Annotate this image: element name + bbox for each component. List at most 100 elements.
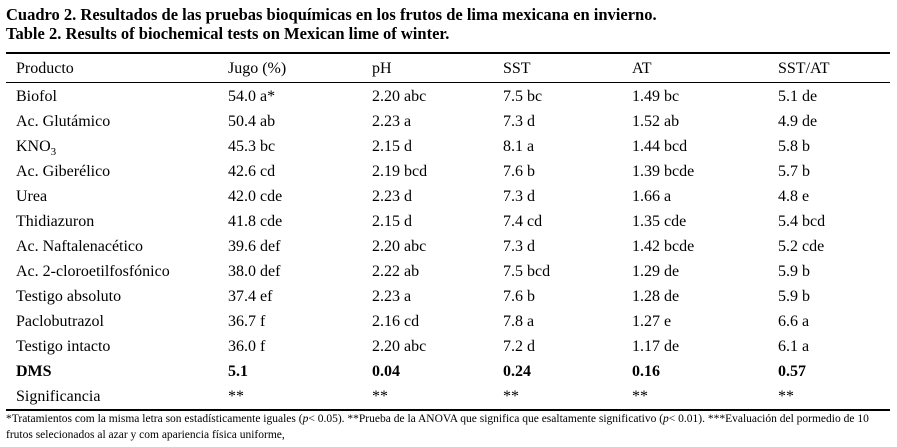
cell-sst: 7.8 a — [503, 313, 535, 330]
cell-jugo: 36.7 f — [228, 313, 266, 330]
table-row: Thidiazuron 41.8 cde 2.15 d 7.4 cd 1.35 cde 5… — [0, 209, 897, 234]
table-caption: Cuadro 2. Resultados de las pruebas bioq… — [6, 5, 657, 43]
cell-ph: 2.16 cd — [372, 313, 420, 330]
cell-ph: 2.22 ab — [372, 263, 420, 280]
table-row: KNO3 45.3 bc 2.15 d 8.1 a 1.44 bcd 5.8 b — [0, 134, 897, 159]
significance-row: Significancia ** ** ** ** ** — [0, 384, 897, 409]
dms-sst-at: 0.57 — [778, 363, 806, 380]
significance-at: ** — [632, 388, 648, 405]
dms-ph: 0.04 — [372, 363, 400, 380]
cell-jugo: 37.4 ef — [228, 288, 273, 305]
cell-ph: 2.23 d — [372, 188, 412, 205]
cell-ph: 2.20 abc — [372, 338, 427, 355]
cell-at: 1.39 bcde — [632, 163, 695, 180]
cell-sst-at: 5.8 b — [778, 138, 810, 155]
table-top-rule — [6, 52, 890, 54]
cell-producto: Urea — [16, 188, 48, 205]
footnote-text-3: < 0.01). ***Evaluación del pormedio de 1… — [6, 413, 869, 441]
cell-sst-at: 5.1 de — [778, 88, 818, 105]
cell-sst-at: 5.2 cde — [778, 238, 825, 255]
cell-producto: Testigo intacto — [16, 338, 111, 355]
table-bottom-rule — [6, 409, 890, 411]
cell-jugo: 39.6 def — [228, 238, 281, 255]
header-producto: Producto — [16, 60, 74, 77]
cell-ph: 2.15 d — [372, 213, 412, 230]
dms-at: 0.16 — [632, 363, 660, 380]
significance-label: Significancia — [16, 388, 101, 405]
cell-sst-at: 5.7 b — [778, 163, 810, 180]
cell-at: 1.29 de — [632, 263, 680, 280]
cell-producto: Ac. Glutámico — [16, 113, 111, 130]
cell-sst-at: 5.9 b — [778, 263, 810, 280]
cell-at: 1.66 a — [632, 188, 672, 205]
cell-sst: 7.5 bcd — [503, 263, 551, 280]
cell-jugo: 50.4 ab — [228, 113, 276, 130]
cell-sst-at: 4.8 e — [778, 188, 810, 205]
cell-sst-at: 6.6 a — [778, 313, 810, 330]
cell-at: 1.42 bcde — [632, 238, 695, 255]
cell-jugo: 42.0 cde — [228, 188, 283, 205]
cell-sst: 7.5 bc — [503, 88, 543, 105]
significance-sst: ** — [503, 388, 519, 405]
dms-row: DMS 5.1 0.04 0.24 0.16 0.57 — [0, 359, 897, 384]
cell-jugo: 54.0 a* — [228, 88, 276, 105]
dms-jugo: 5.1 — [228, 363, 248, 380]
cell-jugo: 45.3 bc — [228, 138, 276, 155]
cell-sst: 8.1 a — [503, 138, 535, 155]
dms-label: DMS — [16, 363, 52, 380]
cell-at: 1.44 bcd — [632, 138, 688, 155]
cell-ph: 2.23 a — [372, 113, 412, 130]
cell-sst-at: 5.9 b — [778, 288, 810, 305]
table-row: Testigo intacto 36.0 f 2.20 abc 7.2 d 1.17 d… — [0, 334, 897, 359]
cell-sst: 7.3 d — [503, 238, 535, 255]
cell-sst: 7.3 d — [503, 188, 535, 205]
table-row: Urea 42.0 cde 2.23 d 7.3 d 1.66 a 4.8 e — [0, 184, 897, 209]
cell-sst-at: 6.1 a — [778, 338, 810, 355]
cell-producto: Biofol — [16, 88, 57, 105]
cell-ph: 2.20 abc — [372, 88, 427, 105]
header-sst: SST — [503, 60, 531, 77]
cell-producto: Ac. Naftalenacético — [16, 238, 144, 255]
footnote-p-2: p — [663, 413, 669, 425]
header-at: AT — [632, 60, 652, 77]
cell-jugo: 42.6 cd — [228, 163, 276, 180]
footnote-p-1: p — [302, 413, 309, 425]
table-header-row: Producto Jugo (%) pH SST AT SST/AT — [0, 56, 897, 81]
kno3-subscript: 3 — [50, 146, 57, 159]
table-row: Testigo absoluto 37.4 ef 2.23 a 7.6 b 1.28 d… — [0, 284, 897, 309]
cell-at: 1.35 cde — [632, 213, 687, 230]
cell-sst: 7.6 b — [503, 288, 535, 305]
kno3-base: KNO — [16, 138, 51, 155]
cell-ph: 2.20 abc — [372, 238, 427, 255]
significance-jugo: ** — [228, 388, 244, 405]
header-jugo: Jugo (%) — [228, 60, 287, 77]
cell-sst: 7.4 cd — [503, 213, 543, 230]
cell-at: 1.49 bc — [632, 88, 680, 105]
cell-sst: 7.3 d — [503, 113, 535, 130]
cell-ph: 2.23 a — [372, 288, 412, 305]
table-row: Ac. 2-cloroetilfosfónico 38.0 def 2.22 ab 7… — [0, 259, 897, 284]
table-row: Ac. Naftalenacético 39.6 def 2.20 abc 7.3 d… — [0, 234, 897, 259]
cell-producto: Ac. Giberélico — [16, 163, 111, 180]
cell-ph: 2.15 d — [372, 138, 412, 155]
cell-sst-at: 4.9 de — [778, 113, 818, 130]
caption-spanish: Cuadro 2. Resultados de las pruebas bioq… — [6, 5, 657, 24]
table-row: Biofol 54.0 a* 2.20 abc 7.5 bc 1.49 bc 5.1 de — [0, 84, 897, 109]
cell-at: 1.28 de — [632, 288, 680, 305]
dms-sst: 0.24 — [503, 363, 531, 380]
table-row: Ac. Glutámico 50.4 ab 2.23 a 7.3 d 1.52 ab 4.… — [0, 109, 897, 134]
table-footnote: *Tratamientos com la misma letra son est… — [6, 411, 894, 443]
significance-ph: ** — [372, 388, 388, 405]
cell-at: 1.17 de — [632, 338, 680, 355]
cell-ph: 2.19 bcd — [372, 163, 428, 180]
cell-jugo: 41.8 cde — [228, 213, 283, 230]
cell-producto: Thidiazuron — [16, 213, 95, 230]
table-header-rule — [6, 82, 890, 83]
cell-producto-kno3: KNO3 — [16, 134, 56, 159]
cell-at: 1.52 ab — [632, 113, 680, 130]
cell-jugo: 38.0 def — [228, 263, 281, 280]
header-ph: pH — [372, 60, 392, 77]
header-sst-at: SST/AT — [778, 60, 830, 77]
cell-producto: Testigo absoluto — [16, 288, 122, 305]
